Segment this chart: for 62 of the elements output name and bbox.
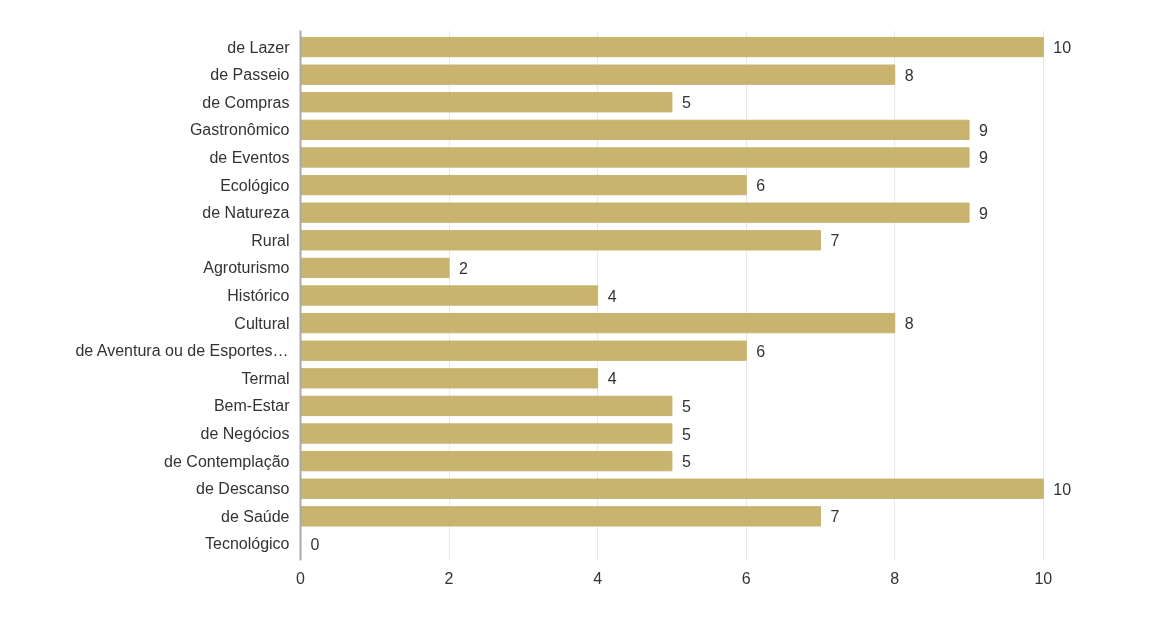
x-tick-label: 10 [1034,569,1053,587]
data-label: 7 [830,508,840,526]
x-tick-label: 4 [593,569,603,587]
y-tick-label: de Compras [202,93,290,111]
data-label: 6 [756,177,766,195]
data-label: 5 [681,425,691,443]
bar [300,423,673,444]
data-label: 0 [310,535,320,553]
bar [300,36,1044,58]
y-tick-label: de Descanso [196,480,290,498]
y-tick-label: de Natureza [202,204,290,222]
y-tick-label: Agroturismo [203,259,290,277]
bar [300,450,673,472]
bar [300,506,821,527]
data-label: 9 [979,121,989,139]
bar [300,257,450,279]
data-label: 4 [607,370,617,388]
data-label: 4 [607,287,617,305]
data-label: 9 [979,204,989,222]
data-label: 5 [681,397,691,415]
y-tick-label: Rural [251,231,290,249]
x-tick-label: 8 [890,569,900,587]
y-tick-label: de Aventura ou de Esportes… [75,342,289,360]
x-tick-label: 0 [296,569,306,587]
bar [300,312,896,334]
data-label: 8 [904,315,914,333]
bar [300,64,896,85]
bar [300,395,673,417]
bar [300,92,673,113]
data-label: 7 [830,232,840,250]
y-tick-label: Tecnológico [205,535,290,553]
y-tick-label: de Eventos [209,148,290,166]
y-tick-label: Bem-Estar [213,397,291,415]
data-label: 6 [756,342,766,360]
bar [300,174,747,196]
y-tick-label: de Contemplação [164,452,290,470]
data-label: 9 [979,149,989,167]
y-tick-label: Termal [241,369,290,387]
bar [300,202,970,223]
bar [300,147,970,168]
y-tick-label: de Saúde [220,507,290,525]
y-tick-label: Cultural [234,314,290,332]
bar [300,119,970,141]
y-tick-label: de Negócios [200,425,290,443]
bar [300,230,821,251]
y-tick-label: de Passeio [210,66,290,84]
y-tick-label: Ecológico [220,176,290,194]
data-label: 5 [681,94,691,112]
y-tick-label: Gastronômico [189,121,290,139]
x-tick-label: 2 [444,569,454,587]
bar [300,478,1044,499]
data-label: 2 [459,259,469,277]
data-label: 5 [681,453,691,471]
bar [300,340,747,361]
bar [300,285,599,306]
x-tick-label: 6 [741,569,751,587]
data-label: 10 [1053,480,1072,498]
bar [300,368,599,389]
y-tick-label: Histórico [227,287,290,304]
data-label: 8 [904,66,914,84]
data-label: 10 [1053,39,1072,57]
y-tick-label: de Lazer [227,38,291,56]
